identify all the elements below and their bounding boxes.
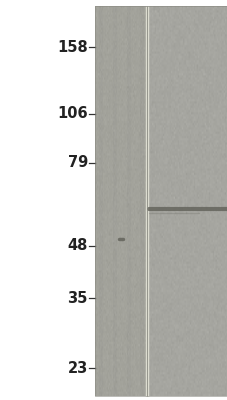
- Bar: [146, 6, 227, 396]
- Text: 79: 79: [67, 155, 87, 170]
- Bar: [94, 6, 146, 396]
- Text: 23: 23: [67, 361, 87, 376]
- Text: 158: 158: [57, 40, 87, 55]
- Text: 106: 106: [57, 106, 87, 121]
- Bar: [146, 6, 227, 396]
- Text: 35: 35: [67, 291, 87, 306]
- Bar: [94, 6, 146, 396]
- Text: 48: 48: [67, 238, 87, 253]
